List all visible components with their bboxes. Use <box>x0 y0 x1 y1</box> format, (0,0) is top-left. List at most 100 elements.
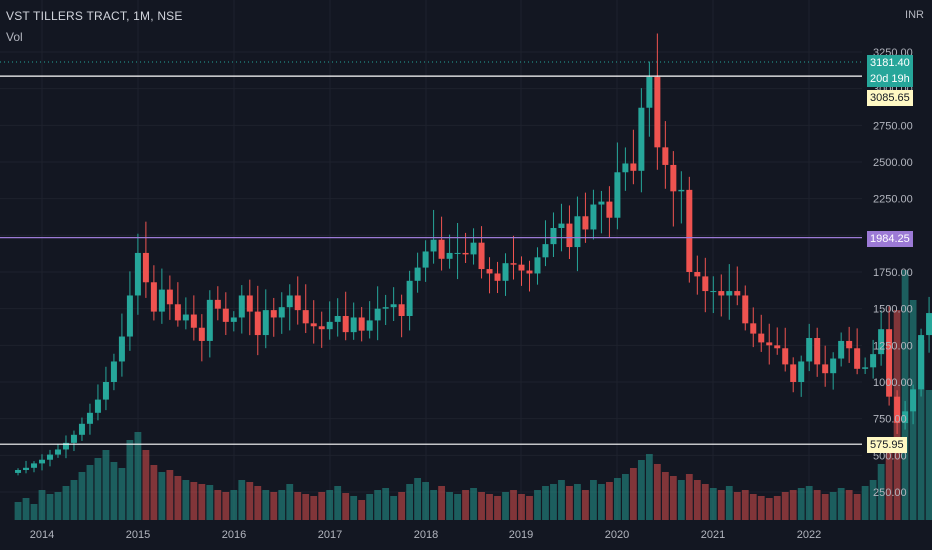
volume-bar <box>94 458 102 520</box>
candle-body <box>654 76 661 148</box>
candle-body <box>422 251 429 268</box>
volume-bar <box>318 492 326 520</box>
volume-bar <box>294 492 302 520</box>
volume-bar <box>741 490 749 520</box>
volume-bar <box>358 500 366 520</box>
volume-bar <box>901 270 909 520</box>
volume-bar <box>829 492 837 520</box>
candle-body <box>126 295 133 337</box>
candle-body <box>190 314 197 328</box>
candle-body <box>262 310 269 336</box>
volume-bar <box>558 480 565 520</box>
volume-bar <box>390 496 398 520</box>
candle-body <box>166 289 173 305</box>
candle-body <box>174 304 181 321</box>
candle-body <box>382 307 389 309</box>
y-tick-label: 1000.00 <box>873 377 913 389</box>
volume-bar <box>182 480 190 520</box>
volume-bar <box>398 492 406 520</box>
volume-bar <box>342 493 350 520</box>
y-tick-label: 750.00 <box>873 414 907 426</box>
candle-body <box>326 321 333 330</box>
volume-bar <box>590 480 597 520</box>
candle-body <box>358 317 365 331</box>
candle-body <box>23 467 30 470</box>
candle-body <box>222 308 229 322</box>
candle-body <box>694 272 701 277</box>
candle-body <box>558 223 565 228</box>
volume-bar <box>733 492 741 520</box>
volume-bar <box>454 494 461 520</box>
volume-bar <box>805 486 813 520</box>
volume-bar <box>174 476 182 520</box>
candle-body <box>902 411 909 424</box>
volume-bar <box>142 450 150 520</box>
candle-body <box>678 189 685 192</box>
candle-body <box>582 216 589 230</box>
volume-bar <box>246 482 254 520</box>
volume-bar <box>757 496 765 520</box>
volume-bar <box>725 486 733 520</box>
candle-body <box>118 336 125 362</box>
volume-bar <box>230 490 238 520</box>
candle-body <box>622 163 629 173</box>
candle-body <box>566 223 573 248</box>
countdown-tag: 20d 19h <box>867 71 913 87</box>
x-tick-label: 2014 <box>30 529 54 541</box>
volume-bar <box>286 484 294 520</box>
candle-body <box>614 172 621 218</box>
volume-bar <box>54 492 62 520</box>
volume-indicator-label[interactable]: Vol <box>6 30 23 44</box>
volume-bar <box>118 468 126 520</box>
volume-bar <box>861 486 869 520</box>
x-tick-label: 2021 <box>701 529 725 541</box>
x-tick-label: 2018 <box>414 529 438 541</box>
volume-bar <box>797 488 805 520</box>
candle-body <box>390 304 397 308</box>
candle-body <box>918 335 925 390</box>
candle-body <box>910 389 917 412</box>
y-tick-label: 2750.00 <box>873 120 913 132</box>
volume-bar <box>214 490 222 520</box>
volume-bar <box>310 496 318 520</box>
volume-bar <box>238 480 246 520</box>
candle-body <box>94 399 101 413</box>
volume-bar <box>869 480 877 520</box>
volume-bar <box>853 494 861 520</box>
level-top-tag: 3085.65 <box>867 90 913 106</box>
candle-body <box>430 239 437 252</box>
candle-body <box>926 313 932 336</box>
volume-bar <box>709 488 717 520</box>
candle-body <box>542 244 549 258</box>
volume-bar <box>637 460 645 520</box>
volume-bar <box>78 472 86 520</box>
volume-bar <box>150 465 158 520</box>
candle-body <box>198 327 205 341</box>
candle-body <box>790 364 797 382</box>
candle-body <box>46 454 53 460</box>
volume-bar <box>813 490 821 520</box>
candle-body <box>486 269 493 274</box>
candle-body <box>470 242 477 255</box>
candle-body <box>414 267 421 281</box>
volume-bar <box>302 494 310 520</box>
x-tick-label: 2016 <box>222 529 246 541</box>
candle-body <box>54 449 61 455</box>
candle-body <box>686 189 693 272</box>
volume-bar <box>14 502 22 520</box>
candle-body <box>574 216 581 248</box>
y-tick-label: 1250.00 <box>873 340 913 352</box>
candle-body <box>142 252 149 283</box>
volume-bar <box>661 472 669 520</box>
volume-bar <box>326 490 334 520</box>
volume-bar <box>374 490 382 520</box>
candle-body <box>110 361 117 382</box>
volume-bar <box>701 484 709 520</box>
volume-bar <box>278 490 286 520</box>
candle-body <box>646 76 653 108</box>
x-tick-label: 2022 <box>797 529 821 541</box>
volume-bar <box>685 474 693 520</box>
candle-body <box>214 299 221 309</box>
volume-bar <box>645 454 653 520</box>
